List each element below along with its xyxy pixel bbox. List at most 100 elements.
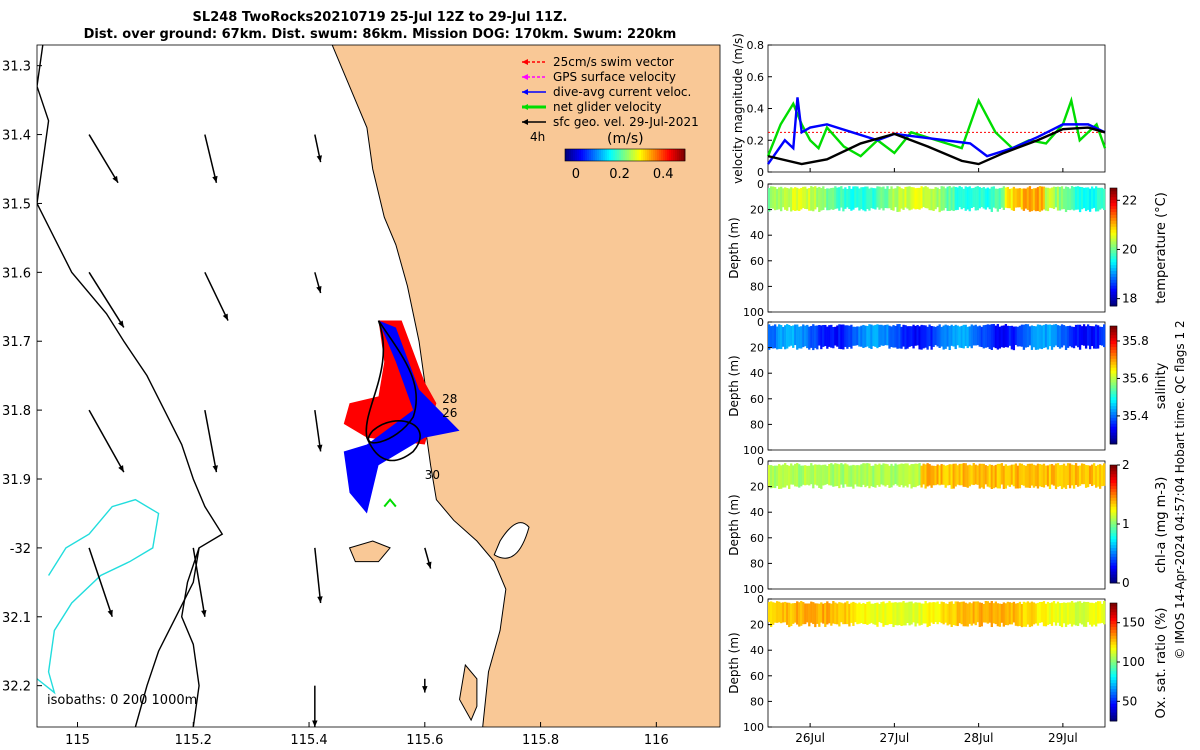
profile-data-column	[944, 465, 947, 488]
velocity-series-line	[767, 97, 1106, 165]
profile-data-column	[800, 326, 803, 349]
profile-data-column	[920, 465, 923, 488]
colorbar-segment	[1110, 303, 1117, 307]
profile-data-column	[1052, 186, 1056, 209]
profile-data-column	[966, 187, 969, 210]
profile-panel-frame	[767, 598, 1106, 728]
profile-data-column	[804, 465, 807, 486]
geostrophic-vector	[88, 271, 125, 328]
geostrophic-arrowhead	[317, 596, 323, 603]
profile-data-column	[844, 187, 847, 209]
profile-data-column	[822, 464, 825, 486]
profile-data-column	[1068, 188, 1072, 211]
profile-data-column	[842, 324, 845, 350]
colorbar-segment	[1110, 709, 1117, 713]
profile-data-column	[1012, 186, 1016, 211]
profile-data-column	[812, 324, 815, 351]
profile-data-column	[958, 602, 961, 624]
colorbar-tick-label: 50	[1122, 694, 1137, 708]
profile-data-column	[1064, 602, 1068, 627]
colorbar-segment	[1110, 429, 1117, 433]
speed-colorbar-segment	[669, 149, 672, 161]
speed-colorbar-segment	[571, 149, 574, 161]
profile-data-column	[768, 465, 771, 488]
speed-colorbar-segment	[625, 149, 628, 161]
profile-data-column	[970, 603, 973, 626]
colorbar-segment	[1110, 641, 1117, 645]
colorbar-segment	[1110, 706, 1117, 710]
profile-data-column	[1024, 324, 1028, 348]
profile-data-column	[956, 187, 959, 210]
profile-data-column	[918, 326, 921, 350]
profile-data-column	[1074, 324, 1078, 346]
profile-data-column	[998, 188, 1001, 209]
profile-data-column	[1038, 186, 1042, 212]
colorbar-segment	[1110, 682, 1117, 686]
profile-data-column	[782, 602, 785, 623]
profile-data-column	[992, 465, 995, 489]
profile-data-column	[852, 601, 855, 626]
profile-data-column	[964, 324, 967, 347]
profile-data-column	[908, 186, 911, 211]
profile-data-column	[1000, 187, 1003, 208]
profile-data-column	[996, 463, 999, 489]
profile-data-column	[988, 602, 991, 623]
profile-data-column	[1010, 325, 1014, 350]
profile-data-column	[884, 324, 887, 346]
colorbar-segment	[1110, 223, 1117, 227]
profile-data-column	[892, 325, 895, 348]
profile-data-column	[1078, 186, 1082, 213]
profile-data-column	[810, 601, 813, 623]
profile-data-column	[1060, 324, 1064, 348]
profile-data-column	[854, 465, 857, 485]
profile-data-column	[1096, 601, 1100, 624]
profile-data-column	[794, 187, 797, 211]
profile-data-column	[1030, 325, 1034, 350]
profile-data-column	[860, 325, 863, 347]
profile-data-column	[846, 188, 849, 208]
profile-data-column	[888, 465, 891, 488]
profile-data-column	[1006, 465, 1010, 486]
profile-data-column	[894, 463, 897, 485]
profile-data-column	[956, 601, 959, 627]
profile-data-column	[898, 464, 901, 487]
profile-data-column	[948, 325, 951, 351]
profile-data-column	[838, 464, 841, 489]
profile-data-column	[904, 325, 907, 350]
profile-data-column	[1032, 602, 1036, 625]
profile-data-column	[1088, 325, 1092, 350]
profile-data-column	[1042, 186, 1046, 210]
profile-data-column	[806, 465, 809, 485]
profile-data-column	[1070, 464, 1074, 486]
profile-data-column	[1030, 463, 1034, 486]
isobath-200m-branch	[180, 547, 200, 727]
isobath-200m	[37, 45, 224, 727]
colorbar-segment	[1110, 559, 1117, 563]
profile-data-column	[928, 464, 931, 486]
colorbar-segment	[1110, 541, 1117, 546]
profile-data-column	[1092, 326, 1096, 349]
profile-data-column	[982, 187, 985, 209]
profile-data-column	[870, 465, 873, 487]
profile-data-column	[836, 463, 839, 487]
colorbar-segment	[1110, 659, 1117, 663]
profile-data-column	[1094, 602, 1098, 627]
profile-data-column	[788, 602, 791, 628]
colorbar-segment	[1110, 688, 1117, 692]
profile-data-column	[794, 324, 797, 346]
profile-data-column	[878, 324, 881, 347]
speed-colorbar-segment	[565, 149, 568, 161]
profile-data-column	[960, 325, 963, 348]
colorbar-segment	[1110, 611, 1117, 616]
profile-data-column	[932, 188, 935, 211]
colorbar-tick-label: 35.4	[1122, 409, 1149, 423]
colorbar-segment	[1110, 193, 1117, 198]
profile-data-column	[1030, 601, 1034, 627]
profile-data-column	[1088, 602, 1092, 625]
colorbar-frame	[1109, 602, 1118, 722]
profile-data-column	[1074, 602, 1078, 626]
time-x-tick-label: 28Jul	[964, 731, 994, 745]
colorbar-segment	[1110, 718, 1117, 722]
profile-data-column	[1054, 324, 1058, 346]
profile-data-column	[876, 602, 879, 627]
